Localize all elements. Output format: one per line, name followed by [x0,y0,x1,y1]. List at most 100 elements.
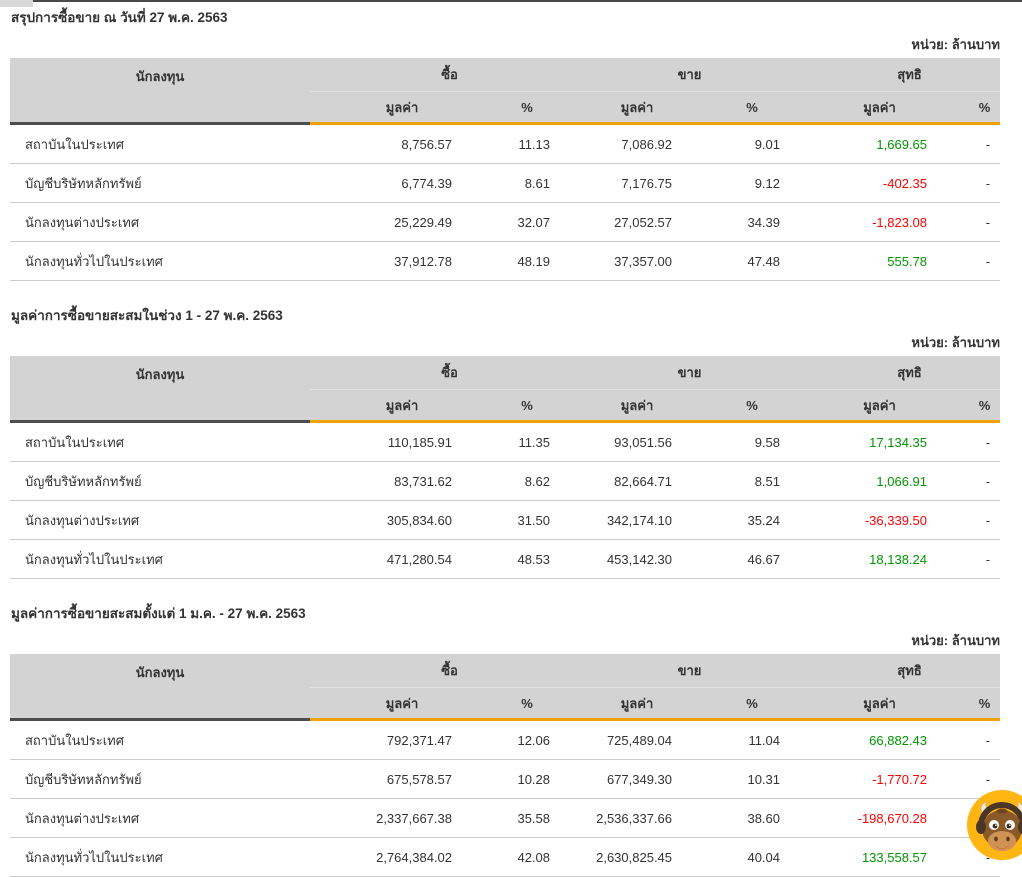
buy-value-cell: 8,756.57 [310,123,465,164]
buy-value-cell: 471,280.54 [310,539,465,579]
sell-percent-cell: 9.58 [685,421,791,462]
section-title: มูลค่าการซื้อขายสะสมในช่วง 1 - 27 พ.ค. 2… [11,308,283,323]
buy-value-cell: 25,229.49 [310,202,465,242]
net-value-cell: 1,669.65 [790,123,941,164]
investor-trading-table: นักลงทุน ซื้อ ขาย สุทธิ มูลค่า % มูลค่า … [10,58,1001,281]
sell-value-cell: 677,349.30 [560,759,686,799]
table-row: นักลงทุนต่างประเทศ 305,834.60 31.50 342,174… [10,500,1001,540]
header-sell-percent: % [685,91,791,125]
sell-value-cell: 93,051.56 [560,421,686,462]
table-row: บัญชีบริษัทหลักทรัพย์ 675,578.57 10.28 677,… [10,759,1001,799]
table-row: นักลงทุนทั่วไปในประเทศ 37,912.78 48.19 37,3… [10,241,1001,281]
investor-cell: บัญชีบริษัทหลักทรัพย์ [10,461,310,501]
sell-value-cell: 7,176.75 [560,163,686,203]
header-sell-group: ขาย [560,58,791,92]
header-buy-group: ซื้อ [310,654,561,688]
table-row: สถาบันในประเทศ 792,371.47 12.06 725,489.04 1… [10,719,1001,760]
header-sell-value: มูลค่า [560,687,686,721]
investor-trading-table: นักลงทุน ซื้อ ขาย สุทธิ มูลค่า % มูลค่า … [10,356,1001,579]
investor-trading-table: นักลงทุน ซื้อ ขาย สุทธิ มูลค่า % มูลค่า … [10,654,1001,877]
sell-percent-cell: 9.01 [685,123,791,164]
buy-value-cell: 792,371.47 [310,719,465,760]
table-row: นักลงทุนทั่วไปในประเทศ 2,764,384.02 42.08 2… [10,837,1001,877]
investor-cell: นักลงทุนต่างประเทศ [10,500,310,540]
table-row: นักลงทุนทั่วไปในประเทศ 471,280.54 48.53 453… [10,539,1001,579]
unit-label: หน่วย: ล้านบาท [911,633,1000,648]
header-sell-percent: % [685,389,791,423]
table-row: บัญชีบริษัทหลักทรัพย์ 83,731.62 8.62 82,664… [10,461,1001,501]
net-value-cell: -36,339.50 [790,500,941,540]
trading-summary-section: มูลค่าการซื้อขายสะสมในช่วง 1 - 27 พ.ค. 2… [10,281,1001,579]
header-net-value: มูลค่า [790,91,941,125]
net-percent-cell: - [940,539,1001,579]
investor-cell: นักลงทุนต่างประเทศ [10,798,310,838]
header-buy-percent: % [465,687,561,721]
net-value-cell: 1,066.91 [790,461,941,501]
header-net-percent: % [940,91,1001,125]
buy-percent-cell: 10.28 [465,759,561,799]
header-buy-group: ซื้อ [310,356,561,390]
bull-mascot-chat-button[interactable] [966,789,1022,861]
tab-strip-stub [0,0,33,7]
sell-percent-cell: 47.48 [685,241,791,281]
header-sell-value: มูลค่า [560,91,686,125]
bull-mascot-icon [966,790,1022,864]
sell-value-cell: 2,630,825.45 [560,837,686,877]
sell-value-cell: 27,052.57 [560,202,686,242]
net-percent-cell: - [940,461,1001,501]
header-net-percent: % [940,687,1001,721]
investor-cell: นักลงทุนทั่วไปในประเทศ [10,539,310,579]
buy-percent-cell: 48.19 [465,241,561,281]
buy-percent-cell: 12.06 [465,719,561,760]
header-net-group: สุทธิ [790,654,1001,688]
buy-value-cell: 110,185.91 [310,421,465,462]
header-buy-percent: % [465,91,561,125]
buy-value-cell: 675,578.57 [310,759,465,799]
net-value-cell: 133,558.57 [790,837,941,877]
header-buy-value: มูลค่า [310,91,465,125]
buy-value-cell: 6,774.39 [310,163,465,203]
buy-percent-cell: 8.61 [465,163,561,203]
table-row: นักลงทุนต่างประเทศ 25,229.49 32.07 27,052.5… [10,202,1001,242]
table-row: นักลงทุนต่างประเทศ 2,337,667.38 35.58 2,536… [10,798,1001,838]
investor-cell: นักลงทุนทั่วไปในประเทศ [10,837,310,877]
buy-value-cell: 83,731.62 [310,461,465,501]
tab-strip-border [33,0,1022,2]
buy-percent-cell: 8.62 [465,461,561,501]
sell-value-cell: 453,142.30 [560,539,686,579]
buy-percent-cell: 11.13 [465,123,561,164]
sell-percent-cell: 9.12 [685,163,791,203]
header-investor: นักลงทุน [10,654,310,721]
net-value-cell: -1,770.72 [790,759,941,799]
header-buy-value: มูลค่า [310,687,465,721]
investor-cell: สถาบันในประเทศ [10,719,310,760]
net-percent-cell: - [940,421,1001,462]
sell-value-cell: 725,489.04 [560,719,686,760]
net-value-cell: 18,138.24 [790,539,941,579]
net-percent-cell: - [940,719,1001,760]
header-net-value: มูลค่า [790,389,941,423]
unit-label: หน่วย: ล้านบาท [911,335,1000,350]
sell-percent-cell: 38.60 [685,798,791,838]
section-title: มูลค่าการซื้อขายสะสมตั้งแต่ 1 ม.ค. - 27 … [11,606,306,621]
sell-value-cell: 7,086.92 [560,123,686,164]
header-buy-value: มูลค่า [310,389,465,423]
sell-percent-cell: 8.51 [685,461,791,501]
investor-cell: บัญชีบริษัทหลักทรัพย์ [10,759,310,799]
buy-percent-cell: 11.35 [465,421,561,462]
header-sell-group: ขาย [560,356,791,390]
sell-percent-cell: 46.67 [685,539,791,579]
investor-cell: นักลงทุนต่างประเทศ [10,202,310,242]
sell-percent-cell: 11.04 [685,719,791,760]
trading-summary-section: มูลค่าการซื้อขายสะสมตั้งแต่ 1 ม.ค. - 27 … [10,579,1001,877]
header-investor: นักลงทุน [10,58,310,125]
net-value-cell: 17,134.35 [790,421,941,462]
net-value-cell: -198,670.28 [790,798,941,838]
net-value-cell: -1,823.08 [790,202,941,242]
net-value-cell: -402.35 [790,163,941,203]
buy-value-cell: 2,337,667.38 [310,798,465,838]
table-row: บัญชีบริษัทหลักทรัพย์ 6,774.39 8.61 7,176.7… [10,163,1001,203]
sell-percent-cell: 35.24 [685,500,791,540]
investor-cell: สถาบันในประเทศ [10,421,310,462]
